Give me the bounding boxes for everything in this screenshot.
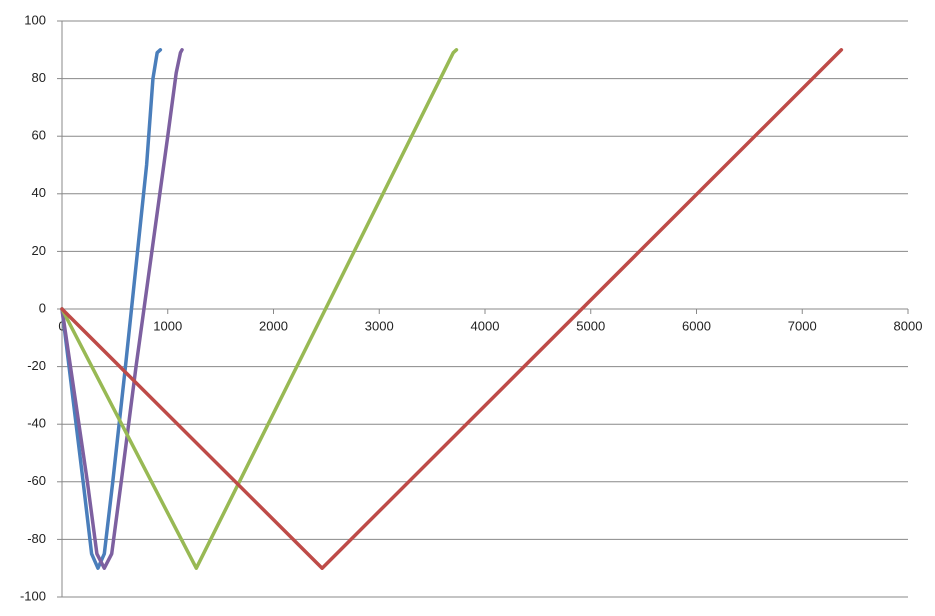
line-series [60,48,459,570]
y-tick-label: -80 [27,531,46,546]
x-tick-label: 4000 [471,318,500,333]
y-tick-label: 60 [32,128,46,143]
x-tick-label: 5000 [576,318,605,333]
y-tick-label: -100 [20,588,46,603]
x-tick-label: 8000 [894,318,923,333]
y-tick-label: 20 [32,243,46,258]
x-tick-label: 6000 [682,318,711,333]
y-tick-label: -20 [27,358,46,373]
y-tick-label: -60 [27,473,46,488]
y-tick-label: 0 [39,300,46,315]
x-tick-label: 1000 [153,318,182,333]
y-tick-label: -40 [27,416,46,431]
line-series [60,48,844,570]
x-tick-label: 7000 [788,318,817,333]
x-tick-label: 3000 [365,318,394,333]
line-series [60,48,184,570]
x-tick-label: 2000 [259,318,288,333]
y-tick-label: 80 [32,70,46,85]
y-tick-label: 40 [32,185,46,200]
line-series [60,48,163,570]
x-tick-label: 0 [58,318,65,333]
y-tick-label: 100 [24,12,46,27]
